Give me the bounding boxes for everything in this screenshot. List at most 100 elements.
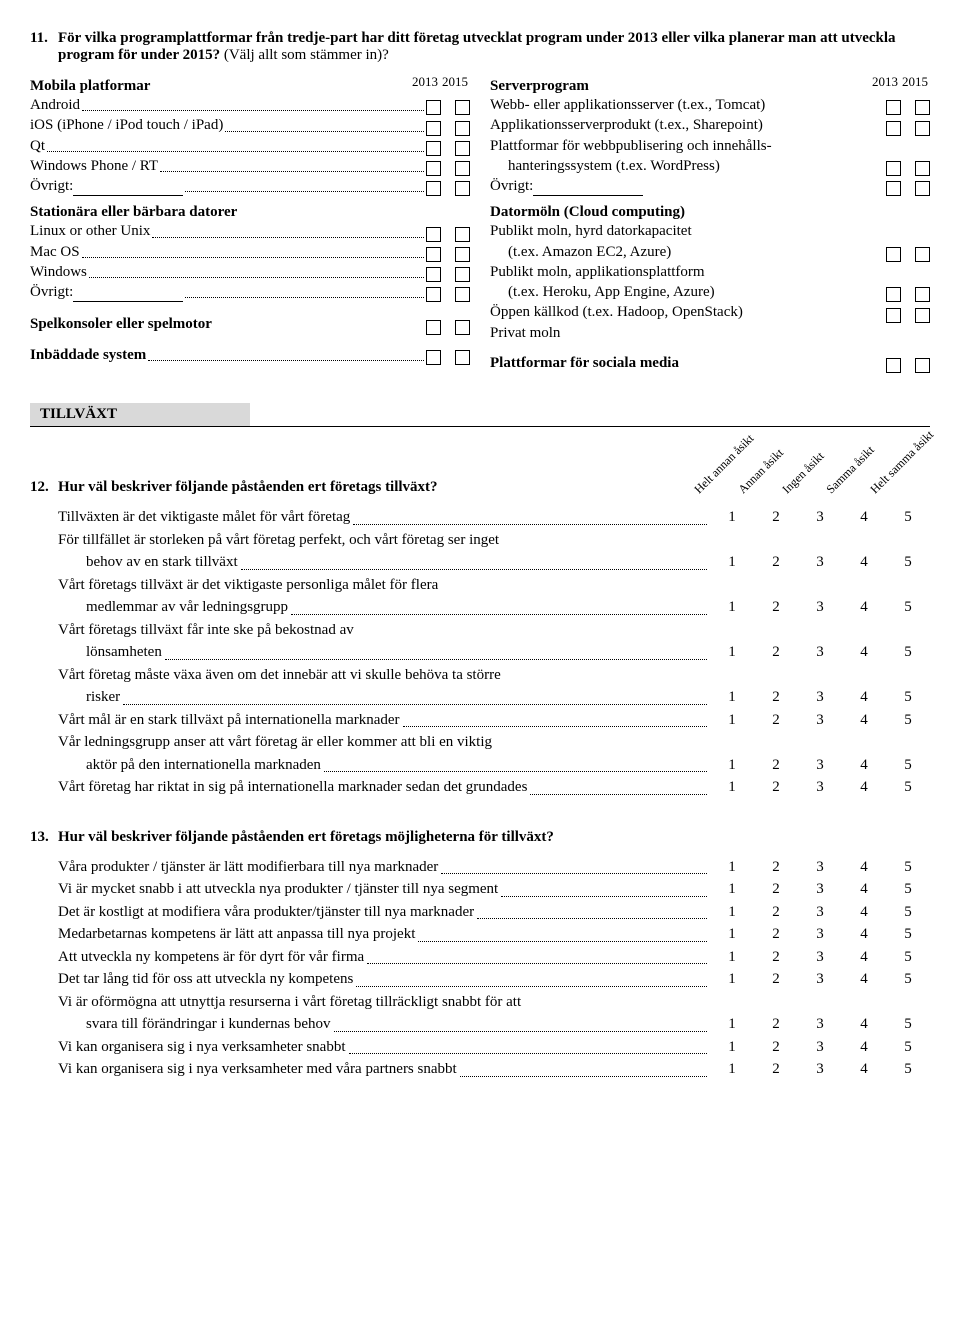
likert-option[interactable]: 2 (754, 1058, 798, 1081)
likert-option[interactable]: 1 (710, 946, 754, 969)
likert-option[interactable]: 1 (710, 968, 754, 991)
checkbox[interactable] (426, 227, 441, 242)
likert-option[interactable]: 2 (754, 709, 798, 732)
likert-option[interactable]: 3 (798, 923, 842, 946)
likert-option[interactable]: 3 (798, 878, 842, 901)
checkbox[interactable] (915, 181, 930, 196)
likert-option[interactable]: 5 (886, 1013, 930, 1036)
likert-option[interactable]: 5 (886, 878, 930, 901)
likert-option[interactable]: 2 (754, 856, 798, 879)
checkbox[interactable] (426, 121, 441, 136)
likert-option[interactable]: 3 (798, 551, 842, 574)
checkbox[interactable] (915, 100, 930, 115)
likert-option[interactable]: 5 (886, 709, 930, 732)
likert-option[interactable]: 4 (842, 641, 886, 664)
likert-option[interactable]: 4 (842, 878, 886, 901)
checkbox[interactable] (455, 227, 470, 242)
likert-option[interactable]: 5 (886, 946, 930, 969)
likert-option[interactable]: 3 (798, 1013, 842, 1036)
likert-option[interactable]: 5 (886, 754, 930, 777)
checkbox[interactable] (426, 287, 441, 302)
likert-option[interactable]: 1 (710, 901, 754, 924)
other-fill[interactable] (73, 183, 183, 196)
likert-option[interactable]: 3 (798, 506, 842, 529)
likert-option[interactable]: 5 (886, 506, 930, 529)
likert-option[interactable]: 5 (886, 968, 930, 991)
checkbox[interactable] (426, 161, 441, 176)
likert-option[interactable]: 3 (798, 776, 842, 799)
likert-option[interactable]: 4 (842, 1036, 886, 1059)
checkbox[interactable] (426, 320, 441, 335)
checkbox[interactable] (886, 100, 901, 115)
likert-option[interactable]: 1 (710, 1013, 754, 1036)
likert-option[interactable]: 2 (754, 946, 798, 969)
checkbox[interactable] (455, 141, 470, 156)
likert-option[interactable]: 5 (886, 923, 930, 946)
likert-option[interactable]: 4 (842, 901, 886, 924)
likert-option[interactable]: 3 (798, 1036, 842, 1059)
checkbox[interactable] (426, 267, 441, 282)
likert-option[interactable]: 1 (710, 596, 754, 619)
likert-option[interactable]: 4 (842, 551, 886, 574)
likert-option[interactable]: 4 (842, 1058, 886, 1081)
likert-option[interactable]: 5 (886, 551, 930, 574)
likert-option[interactable]: 4 (842, 506, 886, 529)
likert-option[interactable]: 1 (710, 1058, 754, 1081)
likert-option[interactable]: 3 (798, 968, 842, 991)
likert-option[interactable]: 1 (710, 1036, 754, 1059)
likert-option[interactable]: 5 (886, 641, 930, 664)
likert-option[interactable]: 4 (842, 596, 886, 619)
likert-option[interactable]: 2 (754, 641, 798, 664)
likert-option[interactable]: 3 (798, 856, 842, 879)
checkbox[interactable] (455, 247, 470, 262)
likert-option[interactable]: 1 (710, 709, 754, 732)
checkbox[interactable] (455, 267, 470, 282)
likert-option[interactable]: 3 (798, 946, 842, 969)
likert-option[interactable]: 4 (842, 968, 886, 991)
likert-option[interactable]: 1 (710, 856, 754, 879)
checkbox[interactable] (455, 161, 470, 176)
checkbox[interactable] (915, 308, 930, 323)
likert-option[interactable]: 4 (842, 923, 886, 946)
checkbox[interactable] (426, 350, 441, 365)
likert-option[interactable]: 1 (710, 754, 754, 777)
likert-option[interactable]: 4 (842, 686, 886, 709)
checkbox[interactable] (455, 320, 470, 335)
likert-option[interactable]: 5 (886, 856, 930, 879)
likert-option[interactable]: 1 (710, 641, 754, 664)
checkbox[interactable] (426, 247, 441, 262)
checkbox[interactable] (886, 121, 901, 136)
checkbox[interactable] (886, 287, 901, 302)
likert-option[interactable]: 2 (754, 551, 798, 574)
likert-option[interactable]: 2 (754, 901, 798, 924)
likert-option[interactable]: 5 (886, 1036, 930, 1059)
likert-option[interactable]: 2 (754, 754, 798, 777)
likert-option[interactable]: 3 (798, 754, 842, 777)
likert-option[interactable]: 5 (886, 686, 930, 709)
likert-option[interactable]: 4 (842, 754, 886, 777)
likert-option[interactable]: 2 (754, 1013, 798, 1036)
checkbox[interactable] (915, 121, 930, 136)
likert-option[interactable]: 3 (798, 596, 842, 619)
likert-option[interactable]: 1 (710, 923, 754, 946)
checkbox[interactable] (886, 161, 901, 176)
likert-option[interactable]: 2 (754, 686, 798, 709)
likert-option[interactable]: 4 (842, 946, 886, 969)
checkbox[interactable] (915, 358, 930, 373)
checkbox[interactable] (915, 161, 930, 176)
likert-option[interactable]: 3 (798, 709, 842, 732)
other-fill[interactable] (73, 289, 183, 302)
likert-option[interactable]: 5 (886, 596, 930, 619)
likert-option[interactable]: 5 (886, 776, 930, 799)
checkbox[interactable] (426, 141, 441, 156)
likert-option[interactable]: 2 (754, 968, 798, 991)
checkbox[interactable] (455, 350, 470, 365)
checkbox[interactable] (426, 181, 441, 196)
likert-option[interactable]: 4 (842, 856, 886, 879)
other-fill[interactable] (533, 183, 643, 196)
likert-option[interactable]: 2 (754, 878, 798, 901)
likert-option[interactable]: 1 (710, 878, 754, 901)
likert-option[interactable]: 2 (754, 1036, 798, 1059)
checkbox[interactable] (886, 247, 901, 262)
likert-option[interactable]: 4 (842, 1013, 886, 1036)
